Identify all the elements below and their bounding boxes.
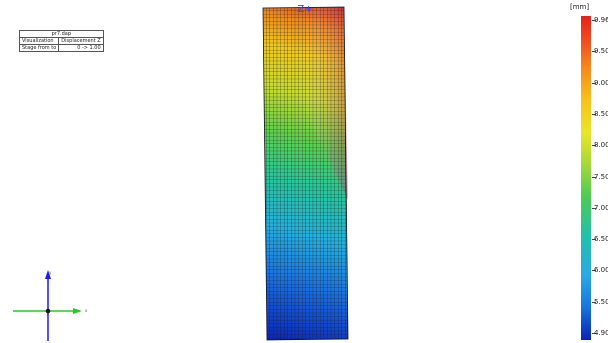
colorbar-tick xyxy=(592,207,596,209)
colorbar-tick xyxy=(592,145,596,147)
colorbar-tick xyxy=(592,176,596,178)
colorbar-unit: [mm] xyxy=(570,3,590,11)
colorbar-tick-label: 6.50 xyxy=(594,235,608,244)
colorbar-tick-label: 7.50 xyxy=(594,172,608,181)
colorbar-tick-label: 9.00 xyxy=(594,78,608,87)
mesh-plate[interactable] xyxy=(262,6,349,341)
info-panel: pr7.dap Visualization Displacement Z Sta… xyxy=(18,30,104,52)
colorbar-tick-label: 9.50 xyxy=(594,47,608,56)
colorbar-tick xyxy=(592,20,596,21)
colorbar-tick xyxy=(592,51,596,53)
x-axis-arrow xyxy=(73,308,82,314)
colorbar-tick-label: 5.50 xyxy=(594,297,608,306)
colorbar-tick xyxy=(592,113,596,115)
origin-point xyxy=(45,308,51,314)
colorbar-tick xyxy=(592,301,596,303)
stage-value: 0 -> 1.00 xyxy=(58,44,104,52)
colorbar xyxy=(581,16,591,340)
colorbar-tick-label: 4.90 xyxy=(594,329,608,337)
colorbar-tick-label: 9.96 xyxy=(594,16,608,24)
colorbar-tick xyxy=(592,333,596,334)
colorbar-tick-label: 8.00 xyxy=(594,141,608,150)
y-axis-label: y xyxy=(49,270,52,275)
colorbar-tick xyxy=(592,82,596,84)
colorbar-tick-label: 7.00 xyxy=(594,203,608,212)
y-axis-arrow xyxy=(45,270,51,279)
view-direction-label: Z+ xyxy=(297,4,312,15)
x-axis-label: x xyxy=(85,308,88,313)
colorbar-tick xyxy=(592,270,596,272)
colorbar-tick-label: 6.00 xyxy=(594,266,608,275)
colorbar-tick-label: 8.50 xyxy=(594,109,608,118)
coordinate-axes-icon: x y xyxy=(13,270,88,341)
colorbar-tick xyxy=(592,239,596,241)
